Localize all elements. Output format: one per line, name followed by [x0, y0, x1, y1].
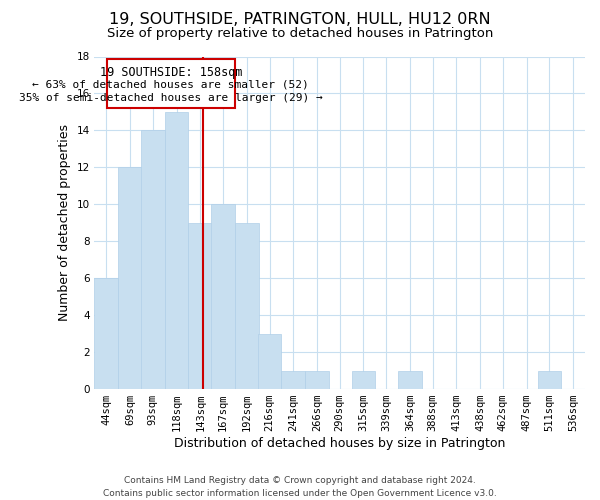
Text: Contains HM Land Registry data © Crown copyright and database right 2024.
Contai: Contains HM Land Registry data © Crown c… [103, 476, 497, 498]
Bar [188, 223, 212, 389]
Bar [257, 334, 281, 389]
Text: 19 SOUTHSIDE: 158sqm: 19 SOUTHSIDE: 158sqm [100, 66, 242, 78]
FancyBboxPatch shape [107, 60, 235, 108]
Bar [141, 130, 164, 389]
Bar [118, 168, 142, 389]
Bar [211, 204, 235, 389]
Text: 19, SOUTHSIDE, PATRINGTON, HULL, HU12 0RN: 19, SOUTHSIDE, PATRINGTON, HULL, HU12 0R… [109, 12, 491, 28]
Y-axis label: Number of detached properties: Number of detached properties [58, 124, 71, 322]
Bar [352, 370, 376, 389]
Bar [164, 112, 188, 389]
Text: 35% of semi-detached houses are larger (29) →: 35% of semi-detached houses are larger (… [19, 94, 323, 104]
Bar [398, 370, 422, 389]
Bar [235, 223, 259, 389]
Text: Size of property relative to detached houses in Patrington: Size of property relative to detached ho… [107, 28, 493, 40]
Bar [94, 278, 118, 389]
Bar [538, 370, 561, 389]
X-axis label: Distribution of detached houses by size in Patrington: Distribution of detached houses by size … [174, 437, 505, 450]
Bar [305, 370, 329, 389]
Bar [281, 370, 305, 389]
Text: ← 63% of detached houses are smaller (52): ← 63% of detached houses are smaller (52… [32, 80, 309, 90]
